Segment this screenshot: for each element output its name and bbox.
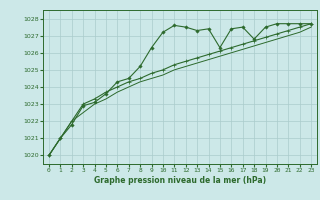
X-axis label: Graphe pression niveau de la mer (hPa): Graphe pression niveau de la mer (hPa) bbox=[94, 176, 266, 185]
